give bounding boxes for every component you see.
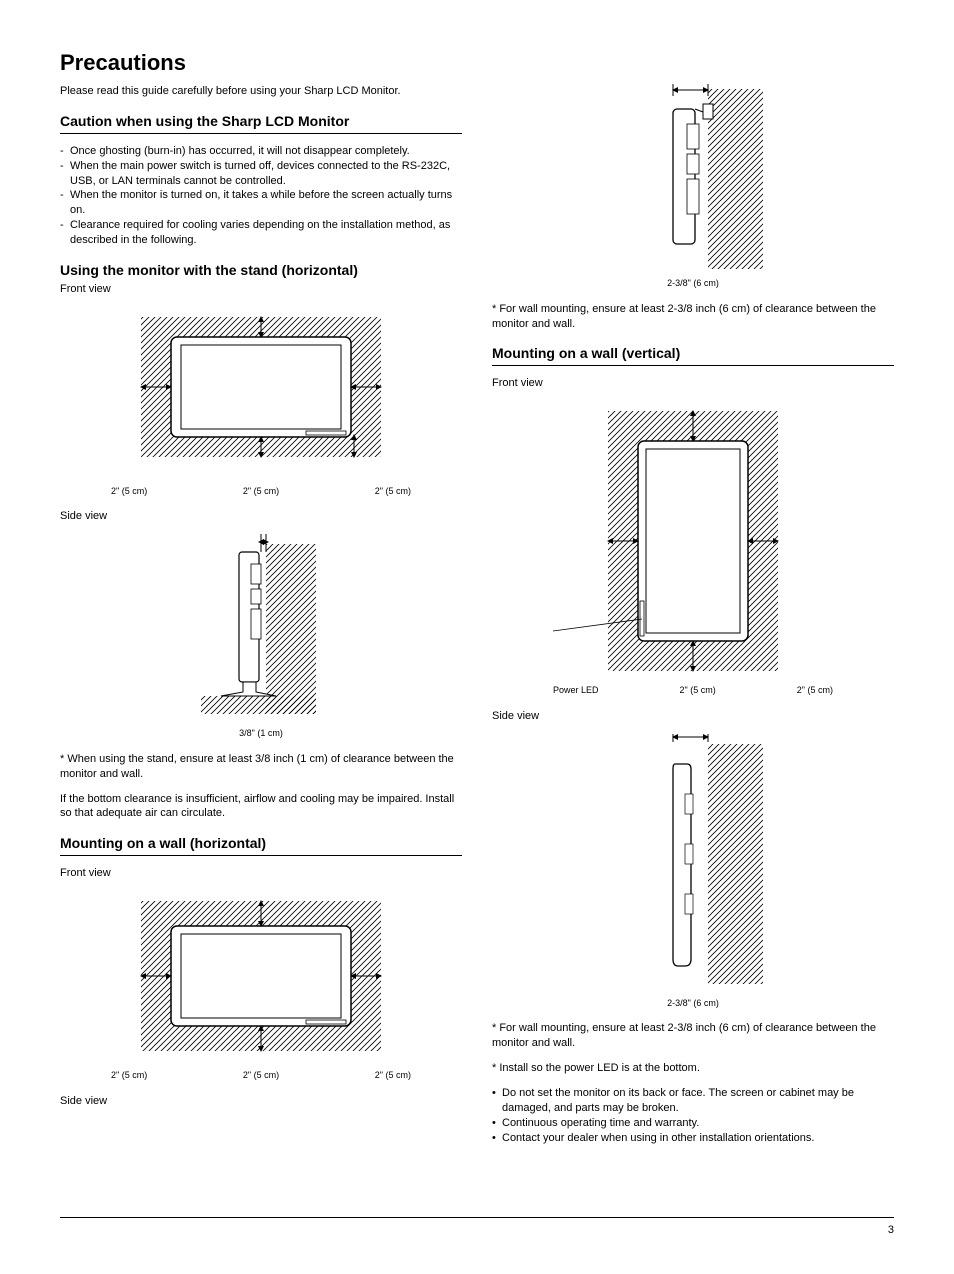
r-note-wall: * For wall mounting, ensure at least 2-3… xyxy=(492,302,894,332)
section4-rule xyxy=(492,365,894,366)
fig-wall-h-front: 2" (5 cm) 2" (5 cm) 2" (5 cm) xyxy=(60,891,462,1082)
s2-top-in: 2" xyxy=(243,486,251,496)
section3-frontlabel: Front view xyxy=(60,866,462,881)
s2-note: * When using the stand, ensure at least … xyxy=(60,752,462,782)
section2-frontlabel: Front view xyxy=(60,282,462,297)
fig-stand-front: 2" (5 cm) 2" (5 cm) 2" (5 cm) xyxy=(60,307,462,498)
intro: Please read this guide carefully before … xyxy=(60,84,462,99)
left-column: Please read this guide carefully before … xyxy=(60,84,462,1145)
s2-bot-in: 2" xyxy=(375,486,383,496)
section4-heading: Mounting on a wall (vertical) xyxy=(492,345,894,361)
s3-side-cm: (5 cm) xyxy=(122,1070,148,1080)
s3-side-in: 2" xyxy=(111,1070,119,1080)
page-title: Precautions xyxy=(60,50,894,76)
s4-top-in: 2" xyxy=(797,685,805,695)
intro-line-1: Please read this guide carefully before … xyxy=(60,85,358,97)
s1-b2: When the main power switch is turned off… xyxy=(70,159,462,189)
s2-back-in: 3/8" xyxy=(239,728,255,738)
section3-heading: Mounting on a wall (horizontal) xyxy=(60,835,462,851)
s3-bot-in: 2" xyxy=(375,1070,383,1080)
fig-wall-h-side: 2-3/8" (6 cm) xyxy=(492,84,894,290)
section1-rule xyxy=(60,133,462,134)
s2-bot-cm: (5 cm) xyxy=(386,486,412,496)
bullet-dot: • xyxy=(492,1131,502,1146)
section3-sidelabel: Side view xyxy=(60,1094,462,1109)
footer-rule xyxy=(60,1217,894,1218)
s4-bullets: •Do not set the monitor on its back or f… xyxy=(492,1086,894,1145)
s2-top-cm: (5 cm) xyxy=(254,486,280,496)
s4-b1: Do not set the monitor on its back or fa… xyxy=(502,1086,894,1116)
s4-power-led: Power LED xyxy=(553,685,599,697)
s1-b1: Once ghosting (burn-in) has occurred, it… xyxy=(70,144,462,159)
s4-star2: * Install so the power LED is at the bot… xyxy=(492,1061,894,1076)
section2-heading: Using the monitor with the stand (horizo… xyxy=(60,262,462,278)
bullet-dot: - xyxy=(60,159,70,189)
s4-b2: Continuous operating time and warranty. xyxy=(502,1116,894,1131)
right-column: 2-3/8" (6 cm) * For wall mounting, ensur… xyxy=(492,84,894,1145)
s1-b4: Clearance required for cooling varies de… xyxy=(70,218,462,248)
bullet-dot: • xyxy=(492,1086,502,1116)
s4-wall-cm: (6 cm) xyxy=(693,998,719,1008)
s2-back-cm: (1 cm) xyxy=(257,728,283,738)
section1-bullets: -Once ghosting (burn-in) has occurred, i… xyxy=(60,144,462,248)
fig-wall-v-side: 2-3/8" (6 cm) xyxy=(492,734,894,1010)
s2-side-in: 2" xyxy=(111,486,119,496)
bullet-dot: - xyxy=(60,218,70,248)
r-wall-cm: (6 cm) xyxy=(693,278,719,288)
section3-rule xyxy=(60,855,462,856)
section2-sidelabel: Side view xyxy=(60,509,462,524)
s2-side-cm: (5 cm) xyxy=(122,486,148,496)
bullet-dot: - xyxy=(60,188,70,218)
section4-frontlabel: Front view xyxy=(492,376,894,391)
fig-stand-side: 3/8" (1 cm) xyxy=(60,534,462,740)
s4-wall-in: 2-3/8" xyxy=(667,998,691,1008)
r-wall-in: 2-3/8" xyxy=(667,278,691,288)
s1-b3: When the monitor is turned on, it takes … xyxy=(70,188,462,218)
s4-side-in: 2" xyxy=(680,685,688,695)
bullet-dot: • xyxy=(492,1116,502,1131)
s4-top-cm: (5 cm) xyxy=(808,685,834,695)
s3-bot-cm: (5 cm) xyxy=(386,1070,412,1080)
s4-side-cm: (5 cm) xyxy=(690,685,716,695)
section1-heading: Caution when using the Sharp LCD Monitor xyxy=(60,113,462,129)
s2-note2: If the bottom clearance is insufficient,… xyxy=(60,792,462,822)
intro-line-2: Monitor. xyxy=(361,85,400,97)
section4-sidelabel: Side view xyxy=(492,709,894,724)
s3-top-cm: (5 cm) xyxy=(254,1070,280,1080)
s4-star1: * For wall mounting, ensure at least 2-3… xyxy=(492,1021,894,1051)
page-number: 3 xyxy=(888,1224,894,1236)
s3-top-in: 2" xyxy=(243,1070,251,1080)
bullet-dot: - xyxy=(60,144,70,159)
s4-b3: Contact your dealer when using in other … xyxy=(502,1131,894,1146)
fig-wall-v-front: Power LED 2" (5 cm) 2" (5 cm) xyxy=(492,401,894,697)
